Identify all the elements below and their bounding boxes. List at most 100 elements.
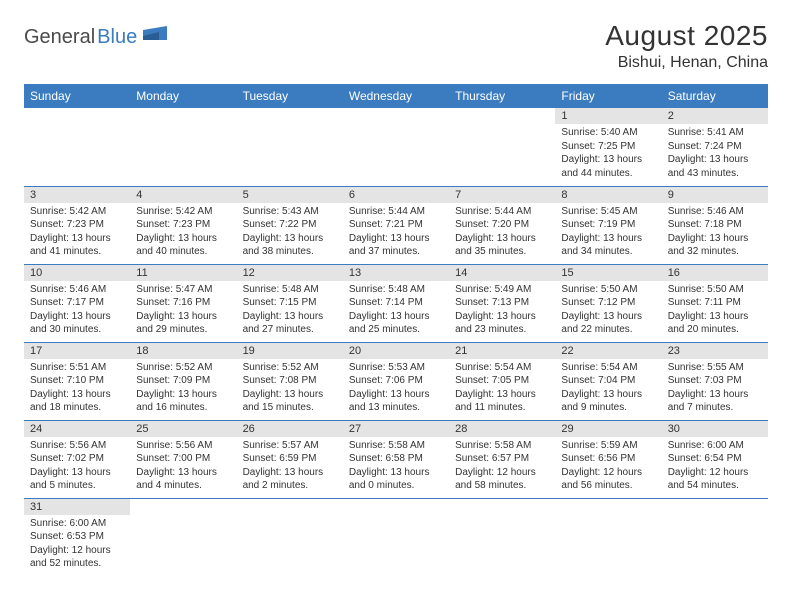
sunset-line: Sunset: 7:23 PM	[136, 218, 230, 232]
day-number: 9	[662, 187, 768, 203]
day-number: 31	[24, 499, 130, 515]
calendar-row: 24Sunrise: 5:56 AMSunset: 7:02 PMDayligh…	[24, 420, 768, 498]
daylight-line: Daylight: 13 hours and 32 minutes.	[668, 232, 762, 259]
calendar-cell: 20Sunrise: 5:53 AMSunset: 7:06 PMDayligh…	[343, 342, 449, 420]
day-content: Sunrise: 6:00 AMSunset: 6:53 PMDaylight:…	[24, 515, 130, 575]
day-header: Monday	[130, 84, 236, 108]
sunset-line: Sunset: 7:04 PM	[561, 374, 655, 388]
daylight-line: Daylight: 12 hours and 56 minutes.	[561, 466, 655, 493]
calendar-cell	[662, 498, 768, 576]
day-content: Sunrise: 5:53 AMSunset: 7:06 PMDaylight:…	[343, 359, 449, 419]
logo-text-general: General	[24, 26, 95, 49]
calendar-cell	[449, 108, 555, 186]
daylight-line: Daylight: 13 hours and 38 minutes.	[243, 232, 337, 259]
day-content: Sunrise: 5:44 AMSunset: 7:21 PMDaylight:…	[343, 203, 449, 263]
calendar-cell: 2Sunrise: 5:41 AMSunset: 7:24 PMDaylight…	[662, 108, 768, 186]
day-content: Sunrise: 5:55 AMSunset: 7:03 PMDaylight:…	[662, 359, 768, 419]
daylight-line: Daylight: 13 hours and 2 minutes.	[243, 466, 337, 493]
daylight-line: Daylight: 12 hours and 52 minutes.	[30, 544, 124, 571]
day-content: Sunrise: 5:56 AMSunset: 7:00 PMDaylight:…	[130, 437, 236, 497]
sunset-line: Sunset: 7:17 PM	[30, 296, 124, 310]
sunset-line: Sunset: 7:06 PM	[349, 374, 443, 388]
day-content: Sunrise: 5:48 AMSunset: 7:15 PMDaylight:…	[237, 281, 343, 341]
sunrise-line: Sunrise: 5:46 AM	[30, 283, 124, 297]
calendar-cell	[343, 108, 449, 186]
calendar-row: 31Sunrise: 6:00 AMSunset: 6:53 PMDayligh…	[24, 498, 768, 576]
day-content: Sunrise: 5:52 AMSunset: 7:09 PMDaylight:…	[130, 359, 236, 419]
sunset-line: Sunset: 7:03 PM	[668, 374, 762, 388]
daylight-line: Daylight: 13 hours and 30 minutes.	[30, 310, 124, 337]
day-number: 8	[555, 187, 661, 203]
calendar-body: 1Sunrise: 5:40 AMSunset: 7:25 PMDaylight…	[24, 108, 768, 576]
day-number: 30	[662, 421, 768, 437]
sunset-line: Sunset: 7:24 PM	[668, 140, 762, 154]
sunrise-line: Sunrise: 5:41 AM	[668, 126, 762, 140]
daylight-line: Daylight: 13 hours and 20 minutes.	[668, 310, 762, 337]
daylight-line: Daylight: 13 hours and 9 minutes.	[561, 388, 655, 415]
logo-flag-icon	[143, 26, 169, 49]
day-content: Sunrise: 5:58 AMSunset: 6:57 PMDaylight:…	[449, 437, 555, 497]
sunset-line: Sunset: 7:22 PM	[243, 218, 337, 232]
sunset-line: Sunset: 7:12 PM	[561, 296, 655, 310]
daylight-line: Daylight: 13 hours and 0 minutes.	[349, 466, 443, 493]
day-number: 1	[555, 108, 661, 124]
calendar-cell: 7Sunrise: 5:44 AMSunset: 7:20 PMDaylight…	[449, 186, 555, 264]
day-content: Sunrise: 5:52 AMSunset: 7:08 PMDaylight:…	[237, 359, 343, 419]
day-number: 27	[343, 421, 449, 437]
calendar-row: 1Sunrise: 5:40 AMSunset: 7:25 PMDaylight…	[24, 108, 768, 186]
day-number: 4	[130, 187, 236, 203]
day-content: Sunrise: 5:47 AMSunset: 7:16 PMDaylight:…	[130, 281, 236, 341]
daylight-line: Daylight: 13 hours and 13 minutes.	[349, 388, 443, 415]
sunrise-line: Sunrise: 5:59 AM	[561, 439, 655, 453]
calendar-cell: 30Sunrise: 6:00 AMSunset: 6:54 PMDayligh…	[662, 420, 768, 498]
daylight-line: Daylight: 12 hours and 58 minutes.	[455, 466, 549, 493]
sunrise-line: Sunrise: 5:51 AM	[30, 361, 124, 375]
day-content: Sunrise: 5:40 AMSunset: 7:25 PMDaylight:…	[555, 124, 661, 184]
calendar-cell: 19Sunrise: 5:52 AMSunset: 7:08 PMDayligh…	[237, 342, 343, 420]
day-number: 20	[343, 343, 449, 359]
day-number: 5	[237, 187, 343, 203]
sunset-line: Sunset: 7:10 PM	[30, 374, 124, 388]
day-content: Sunrise: 5:46 AMSunset: 7:17 PMDaylight:…	[24, 281, 130, 341]
day-content: Sunrise: 5:56 AMSunset: 7:02 PMDaylight:…	[24, 437, 130, 497]
day-content: Sunrise: 5:54 AMSunset: 7:05 PMDaylight:…	[449, 359, 555, 419]
day-content: Sunrise: 5:48 AMSunset: 7:14 PMDaylight:…	[343, 281, 449, 341]
daylight-line: Daylight: 13 hours and 15 minutes.	[243, 388, 337, 415]
calendar-cell	[130, 498, 236, 576]
calendar-cell: 16Sunrise: 5:50 AMSunset: 7:11 PMDayligh…	[662, 264, 768, 342]
day-content: Sunrise: 5:50 AMSunset: 7:11 PMDaylight:…	[662, 281, 768, 341]
calendar-cell: 1Sunrise: 5:40 AMSunset: 7:25 PMDaylight…	[555, 108, 661, 186]
sunrise-line: Sunrise: 5:54 AM	[561, 361, 655, 375]
calendar-cell: 17Sunrise: 5:51 AMSunset: 7:10 PMDayligh…	[24, 342, 130, 420]
calendar-cell: 26Sunrise: 5:57 AMSunset: 6:59 PMDayligh…	[237, 420, 343, 498]
day-number: 11	[130, 265, 236, 281]
day-content: Sunrise: 5:59 AMSunset: 6:56 PMDaylight:…	[555, 437, 661, 497]
day-number: 19	[237, 343, 343, 359]
day-header: Tuesday	[237, 84, 343, 108]
calendar-cell: 3Sunrise: 5:42 AMSunset: 7:23 PMDaylight…	[24, 186, 130, 264]
day-number: 16	[662, 265, 768, 281]
sunset-line: Sunset: 6:58 PM	[349, 452, 443, 466]
day-content: Sunrise: 5:49 AMSunset: 7:13 PMDaylight:…	[449, 281, 555, 341]
day-header: Wednesday	[343, 84, 449, 108]
sunrise-line: Sunrise: 5:48 AM	[243, 283, 337, 297]
sunset-line: Sunset: 7:21 PM	[349, 218, 443, 232]
calendar-cell	[130, 108, 236, 186]
sunset-line: Sunset: 7:14 PM	[349, 296, 443, 310]
daylight-line: Daylight: 13 hours and 37 minutes.	[349, 232, 443, 259]
sunset-line: Sunset: 7:19 PM	[561, 218, 655, 232]
calendar-cell: 12Sunrise: 5:48 AMSunset: 7:15 PMDayligh…	[237, 264, 343, 342]
day-content: Sunrise: 5:43 AMSunset: 7:22 PMDaylight:…	[237, 203, 343, 263]
sunset-line: Sunset: 7:18 PM	[668, 218, 762, 232]
day-number: 21	[449, 343, 555, 359]
day-content: Sunrise: 5:42 AMSunset: 7:23 PMDaylight:…	[130, 203, 236, 263]
sunset-line: Sunset: 7:25 PM	[561, 140, 655, 154]
sunrise-line: Sunrise: 5:46 AM	[668, 205, 762, 219]
daylight-line: Daylight: 13 hours and 25 minutes.	[349, 310, 443, 337]
calendar-cell: 29Sunrise: 5:59 AMSunset: 6:56 PMDayligh…	[555, 420, 661, 498]
sunrise-line: Sunrise: 5:43 AM	[243, 205, 337, 219]
calendar-cell: 27Sunrise: 5:58 AMSunset: 6:58 PMDayligh…	[343, 420, 449, 498]
calendar-cell	[237, 498, 343, 576]
calendar-cell	[343, 498, 449, 576]
sunrise-line: Sunrise: 5:53 AM	[349, 361, 443, 375]
